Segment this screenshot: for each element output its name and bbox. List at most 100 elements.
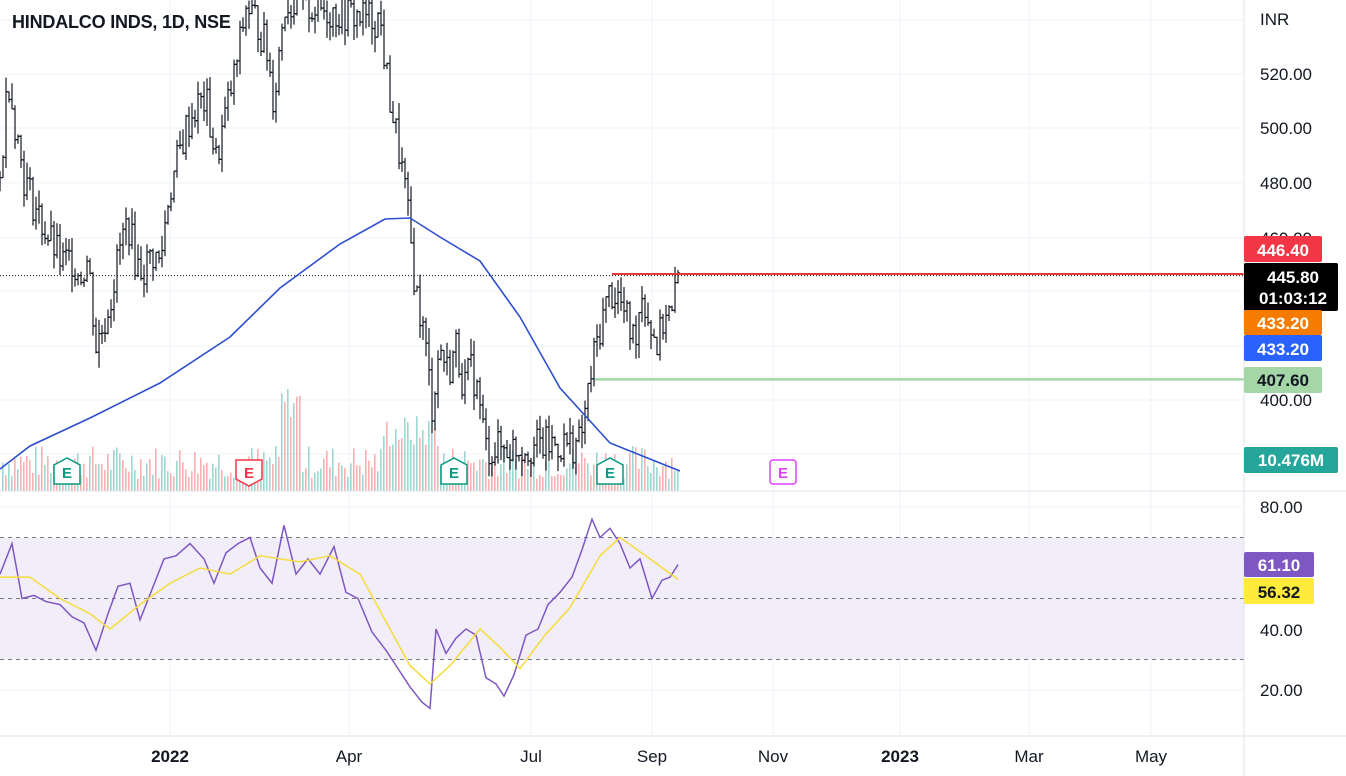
earnings-event-label: E bbox=[62, 465, 72, 482]
price-bar bbox=[220, 114, 224, 172]
earnings-event-label: E bbox=[449, 465, 459, 482]
price-bar bbox=[382, 9, 386, 70]
price-bar bbox=[463, 359, 467, 405]
price-bar bbox=[178, 130, 182, 150]
earnings-event-marker[interactable]: E bbox=[769, 459, 797, 485]
volume-bar bbox=[641, 448, 643, 491]
price-bar bbox=[595, 324, 599, 357]
volume-bar bbox=[113, 449, 115, 491]
price-bar bbox=[430, 357, 434, 434]
time-axis-label: May bbox=[1135, 747, 1168, 766]
price-bar bbox=[475, 379, 479, 400]
rsi-tick-label: 40.00 bbox=[1260, 621, 1303, 640]
price-bar bbox=[583, 400, 587, 445]
price-bar bbox=[355, 9, 359, 38]
price-bar bbox=[574, 437, 578, 475]
volume-bar bbox=[29, 459, 31, 491]
price-bar bbox=[634, 315, 638, 359]
volume-bar bbox=[341, 465, 343, 491]
volume-bar bbox=[413, 444, 415, 491]
ma-orange-tag: 433.20 bbox=[1244, 310, 1322, 335]
rsi-tag: 61.10 bbox=[1244, 552, 1314, 577]
volume-bar bbox=[665, 461, 667, 491]
volume-bar bbox=[476, 470, 478, 491]
volume-bar bbox=[266, 460, 268, 491]
earnings-event-marker[interactable]: E bbox=[440, 457, 468, 485]
rsi-ma-value: 56.32 bbox=[1258, 583, 1301, 602]
price-bar bbox=[217, 144, 221, 165]
price-bar bbox=[484, 408, 488, 451]
volume-bar bbox=[371, 467, 373, 491]
volume-bar bbox=[512, 450, 514, 491]
volume-bar bbox=[119, 453, 121, 491]
price-bar bbox=[133, 211, 137, 281]
volume-bar bbox=[5, 475, 7, 491]
price-bar bbox=[238, 20, 242, 75]
volume-bar bbox=[44, 464, 46, 491]
volume-bar bbox=[110, 469, 112, 491]
price-bar bbox=[337, 13, 341, 36]
price-bar bbox=[202, 81, 206, 122]
price-bar bbox=[676, 269, 680, 284]
volume-bar bbox=[500, 464, 502, 491]
earnings-event-marker[interactable]: E bbox=[235, 459, 263, 487]
volume-bar bbox=[122, 460, 124, 491]
price-bar bbox=[193, 109, 197, 128]
rsi-tick-label: 20.00 bbox=[1260, 681, 1303, 700]
last-price-tag: 445.80 01:03:12 bbox=[1244, 263, 1338, 311]
volume-bar bbox=[272, 464, 274, 491]
price-bar bbox=[344, 0, 347, 46]
price-bar bbox=[622, 286, 626, 324]
volume-bar bbox=[623, 478, 625, 491]
price-bar bbox=[25, 162, 29, 201]
price-bar bbox=[250, 0, 254, 15]
volume-bar bbox=[140, 459, 142, 491]
price-bar bbox=[439, 344, 443, 361]
volume-bar bbox=[332, 448, 334, 491]
price-bar bbox=[619, 277, 623, 312]
volume-bar bbox=[209, 478, 211, 491]
volume-bar bbox=[230, 472, 232, 491]
volume-bar bbox=[149, 459, 151, 491]
volume-bar bbox=[170, 473, 172, 491]
volume-bar bbox=[47, 456, 49, 491]
volume-bar bbox=[326, 450, 328, 491]
price-bar bbox=[397, 103, 401, 170]
earnings-event-marker[interactable]: E bbox=[596, 457, 624, 485]
volume-bar bbox=[674, 470, 676, 491]
price-bar bbox=[52, 220, 56, 269]
volume-bar bbox=[191, 471, 193, 491]
earnings-event-marker[interactable]: E bbox=[53, 457, 81, 485]
volume-bars bbox=[2, 388, 679, 491]
volume-bar bbox=[398, 439, 400, 491]
price-bar bbox=[466, 357, 470, 381]
price-bar bbox=[229, 80, 233, 97]
volume-bar bbox=[347, 476, 349, 491]
support-price-value: 407.60 bbox=[1257, 371, 1309, 390]
volume-bar bbox=[503, 446, 505, 491]
volume-bar bbox=[581, 452, 583, 491]
volume-bar bbox=[8, 463, 10, 491]
price-bar bbox=[82, 277, 86, 287]
price-bar bbox=[637, 311, 641, 359]
price-bar bbox=[610, 282, 614, 310]
price-bar bbox=[577, 419, 581, 443]
volume-bar bbox=[422, 430, 424, 491]
volume-bar bbox=[383, 436, 385, 491]
price-tick-label: 500.00 bbox=[1260, 119, 1312, 138]
volume-bar bbox=[101, 463, 103, 491]
price-bar bbox=[322, 0, 326, 20]
time-axis[interactable]: 2022 Apr Jul Sep Nov 2023 Mar May bbox=[151, 747, 1167, 766]
rsi-axis[interactable]: 80.00 40.00 20.00 bbox=[1260, 498, 1303, 700]
price-bar bbox=[31, 176, 35, 226]
price-tick-label: 400.00 bbox=[1260, 391, 1312, 410]
price-bar bbox=[460, 363, 464, 400]
price-bar bbox=[496, 419, 500, 464]
volume-bar bbox=[278, 456, 280, 491]
volume-bar bbox=[275, 445, 277, 491]
volume-bar bbox=[473, 462, 475, 491]
symbol-title[interactable]: HINDALCO INDS, 1D, NSE bbox=[12, 12, 231, 32]
price-bar bbox=[211, 127, 215, 155]
